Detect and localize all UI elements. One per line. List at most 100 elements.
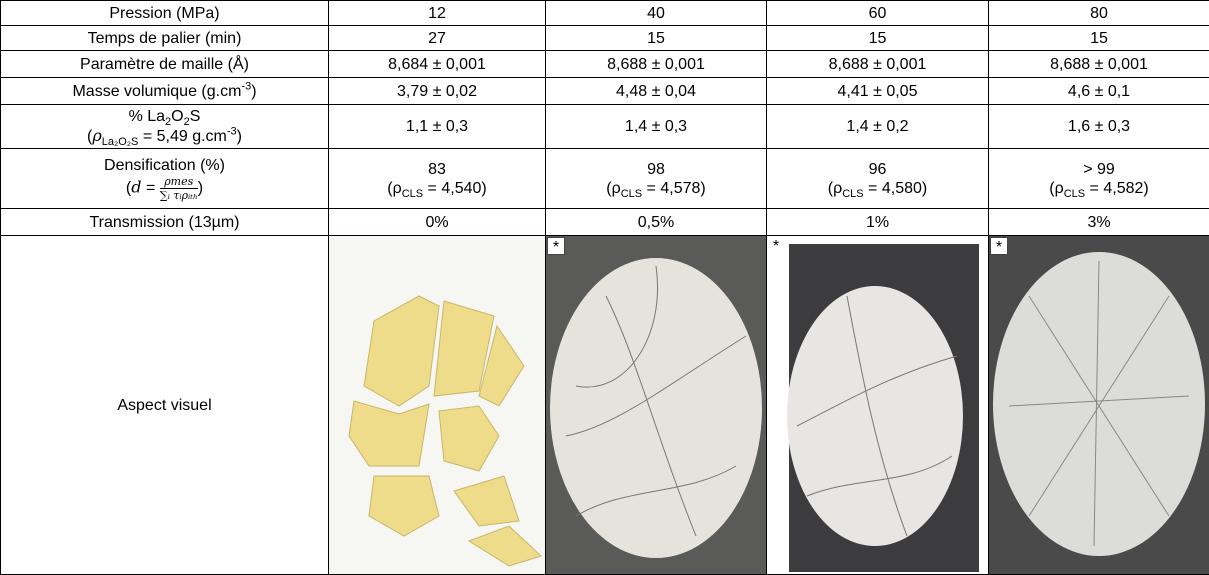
cell-line: (ρCLS = 4,540) [329,179,545,200]
cell-text: 3% [1087,213,1111,231]
cell-text: ) [197,179,204,197]
table-cell: 12 [328,0,546,26]
row-label: Pression (MPa) [0,0,329,26]
table-cell: 1,4 ± 0,3 [545,104,767,149]
cell-line: > 99 [989,160,1209,179]
cell-text: = 4,540) [423,179,487,197]
cell-text: 12 [428,4,446,22]
cell-text: 1% [865,213,890,231]
cell-text: Pression (MPa) [109,4,220,22]
photo-cell [328,235,546,575]
cell-text: 40 [647,4,665,22]
supscript: -3 [241,80,252,93]
photo [329,236,545,574]
photo [989,236,1209,574]
cell-line: Densification (%) [1,156,328,175]
table-cell: 4,48 ± 0,04 [545,77,767,105]
table-row: % La2O2S (ρLa₂O₂S = 5,49 g.cm-3) 1,1 ± 0,3… [0,104,1209,149]
cell-text: 15 [868,29,887,47]
cell-text: (ρ [606,179,621,197]
subscript: La₂O₂S [101,136,139,149]
cell-text: S [189,108,201,125]
cell-text: 4,41 ± 0,05 [837,82,918,100]
supscript: -3 [226,125,237,138]
cell-line: (ρCLS = 4,582) [989,179,1209,200]
table-cell: 8,684 ± 0,001 [328,50,546,78]
row-label: Temps de palier (min) [0,25,329,51]
cell-line: % La2O2S [1,107,328,129]
cell-text: 15 [647,29,665,47]
cell-text: 83 [428,160,446,178]
table-row: Temps de palier (min) 27 15 15 15 [0,25,1209,51]
subscript: CLS [842,187,864,200]
row-label: Paramètre de maille (Å) [0,50,329,78]
cell-line: (ρCLS = 4,580) [767,179,988,200]
table-row: Paramètre de maille (Å) 8,684 ± 0,001 8,68… [0,50,1209,78]
numerator: ρmes [159,175,198,189]
table-cell: 0% [328,208,546,236]
cell-text: Densification (%) [104,156,225,174]
cell-line: (ρCLS = 4,578) [546,179,766,200]
table-cell: 8,688 ± 0,001 [545,50,767,78]
cell-text: 60 [868,4,887,22]
cell-text: 8,688 ± 0,001 [1050,55,1148,73]
cell-text: Aspect visuel [117,396,212,414]
table-cell: 3,79 ± 0,02 [328,77,546,105]
table-cell: 1% [766,208,989,236]
table-row: Masse volumique (g.cm-3) 3,79 ± 0,02 4,48 … [0,77,1209,105]
cell-text: ) [251,82,257,100]
table-cell: 60 [766,0,989,26]
cell-text: 3,79 ± 0,02 [397,82,477,100]
row-label: Masse volumique (g.cm-3) [0,77,329,105]
cell-text: Masse volumique (g.cm [72,82,242,100]
photo [546,236,766,574]
cell-text: = 4,578) [642,179,706,197]
table-cell: 15 [545,25,767,51]
subscript: 2 [183,116,190,129]
cell-text: ( [86,128,93,145]
photo-marker: * [990,237,1008,256]
cell-text: 15 [1090,29,1108,47]
subscript: CLS [620,187,643,200]
fraction: ρmes ∑ᵢ τᵢρᵢₜₕ [159,175,198,202]
row-label: Densification (%) (d = ρmes ∑ᵢ τᵢρᵢₜₕ) [0,148,329,209]
row-label: % La2O2S (ρLa₂O₂S = 5,49 g.cm-3) [0,104,329,149]
table-cell: 1,4 ± 0,2 [766,104,989,149]
table-row: Aspect visuel * [0,235,1209,575]
cell-text: = [141,179,160,197]
cell-line: 98 [546,160,766,179]
cell-text: % La [128,108,166,125]
cell-text: ) [236,128,242,145]
cell-text: 0% [425,213,449,231]
table-cell: 40 [545,0,767,26]
table-cell: 15 [988,25,1209,51]
photo [767,236,988,574]
cell-text: 1,4 ± 0,3 [624,118,688,135]
cell-text: = 4,582) [1085,179,1149,197]
row-label: Transmission (13µm) [0,208,329,236]
table-cell: > 99 (ρCLS = 4,582) [988,148,1209,209]
cell-line: 83 [329,160,545,179]
table-cell: 15 [766,25,989,51]
table-cell: 27 [328,25,546,51]
cell-text: Paramètre de maille (Å) [80,55,249,73]
photo-marker: * [768,237,784,255]
table-cell: 8,688 ± 0,001 [988,50,1209,78]
cell-text: = 5,49 g.cm [138,128,227,145]
table-cell: 98 (ρCLS = 4,578) [545,148,767,209]
cell-text: ( [125,179,132,197]
italic-text: ρ [92,126,102,145]
photo-marker: * [547,237,565,256]
cell-text: 80 [1090,4,1108,22]
table-row: Pression (MPa) 12 40 60 80 [0,0,1209,26]
cell-text: 4,48 ± 0,04 [616,82,696,100]
cell-text: Temps de palier (min) [87,29,242,47]
photo-cell: * [988,235,1209,575]
cell-text: 4,6 ± 0,1 [1067,82,1131,100]
cell-text: 8,688 ± 0,001 [828,55,927,73]
cell-line: (ρLa₂O₂S = 5,49 g.cm-3) [1,125,328,149]
table-cell: 4,41 ± 0,05 [766,77,989,105]
